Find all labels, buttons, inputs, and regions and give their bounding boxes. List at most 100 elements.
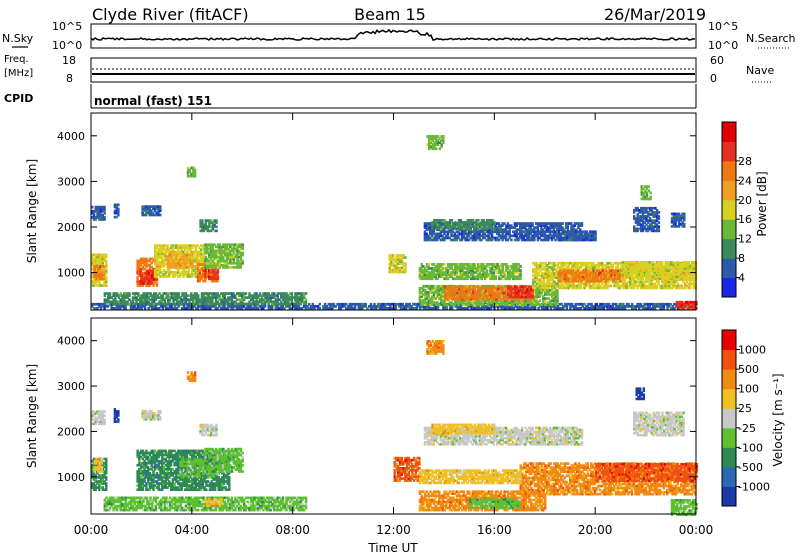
data-cell [612, 277, 615, 281]
data-cell [673, 273, 676, 276]
data-cell [138, 265, 141, 269]
data-cell [184, 292, 188, 295]
data-cell [208, 251, 211, 255]
data-cell [475, 285, 479, 289]
data-cell [211, 243, 214, 247]
data-cell [592, 261, 595, 265]
data-cell [185, 250, 189, 254]
data-cell [322, 305, 325, 308]
data-cell [221, 307, 224, 310]
data-cell [634, 273, 637, 276]
data-cell [538, 295, 542, 298]
data-cell [162, 252, 166, 256]
data-cell [166, 261, 169, 265]
data-cell [661, 286, 664, 290]
data-cell [170, 266, 173, 269]
data-cell [563, 305, 567, 308]
data-cell [549, 289, 552, 292]
data-cell [597, 273, 601, 277]
data-cell [508, 301, 512, 304]
data-cell [210, 225, 213, 229]
data-cell [205, 294, 209, 297]
data-cell [243, 296, 246, 299]
data-cell [499, 299, 503, 302]
data-cell [207, 296, 211, 299]
data-cell [590, 286, 593, 290]
data-cell [678, 286, 681, 290]
data-cell [186, 257, 189, 261]
data-cell [148, 213, 151, 217]
data-cell [175, 266, 178, 269]
data-cell [478, 303, 482, 307]
data-cell [578, 302, 581, 306]
data-cell [429, 297, 432, 300]
data-cell [251, 298, 255, 302]
data-cell [98, 205, 101, 209]
data-cell [169, 246, 173, 250]
data-cell [634, 261, 637, 264]
data-cell [563, 263, 567, 267]
data-cell [638, 265, 641, 268]
data-cell [147, 269, 151, 273]
data-cell [345, 302, 348, 306]
data-cell [581, 274, 584, 277]
data-cell [93, 275, 96, 278]
data-cell [506, 289, 510, 293]
data-cell [144, 275, 147, 279]
data-cell [612, 271, 615, 275]
data-cell [179, 253, 182, 257]
data-cell [306, 305, 309, 308]
data-cell [227, 247, 230, 251]
data-cell [618, 305, 621, 308]
data-cell [285, 294, 288, 297]
data-cell [445, 287, 448, 290]
data-cell [599, 307, 602, 310]
data-cell [155, 205, 158, 208]
data-cell [185, 273, 189, 276]
data-cell [198, 271, 201, 275]
data-cell [668, 280, 671, 284]
data-cell [202, 267, 205, 271]
data-cell [215, 257, 218, 261]
data-cell [418, 267, 422, 270]
data-cell [586, 263, 590, 267]
data-cell [204, 245, 207, 249]
data-cell [154, 294, 158, 297]
data-cell [461, 299, 464, 302]
data-cell [151, 302, 154, 306]
data-cell [215, 261, 218, 265]
data-cell [308, 302, 311, 306]
data-cell [537, 307, 540, 310]
data-cell [96, 257, 99, 261]
data-cell [481, 293, 484, 297]
data-cell [472, 289, 475, 293]
data-cell [151, 279, 154, 283]
data-cell [517, 289, 520, 293]
data-cell [551, 295, 554, 298]
data-cell [98, 273, 102, 276]
data-cell [157, 264, 160, 268]
data-cell [157, 269, 160, 272]
data-cell [604, 302, 607, 306]
data-cell [93, 269, 96, 272]
data-cell [229, 261, 232, 265]
data-cell [545, 284, 549, 288]
data-cell [418, 299, 422, 302]
data-cell [429, 303, 432, 307]
data-cell [643, 286, 646, 290]
data-cell [659, 265, 662, 268]
data-cell [99, 263, 103, 267]
data-cell [232, 305, 235, 308]
data-cell [255, 302, 258, 306]
data-cell [176, 300, 179, 304]
data-cell [186, 166, 190, 170]
data-cell [359, 307, 362, 310]
data-cell [204, 255, 207, 259]
data-cell [544, 305, 547, 308]
data-cell [139, 257, 143, 261]
data-cell [507, 305, 510, 308]
data-cell [604, 286, 607, 290]
data-cell [204, 277, 207, 281]
data-cell [439, 284, 443, 288]
data-cell [155, 262, 159, 266]
